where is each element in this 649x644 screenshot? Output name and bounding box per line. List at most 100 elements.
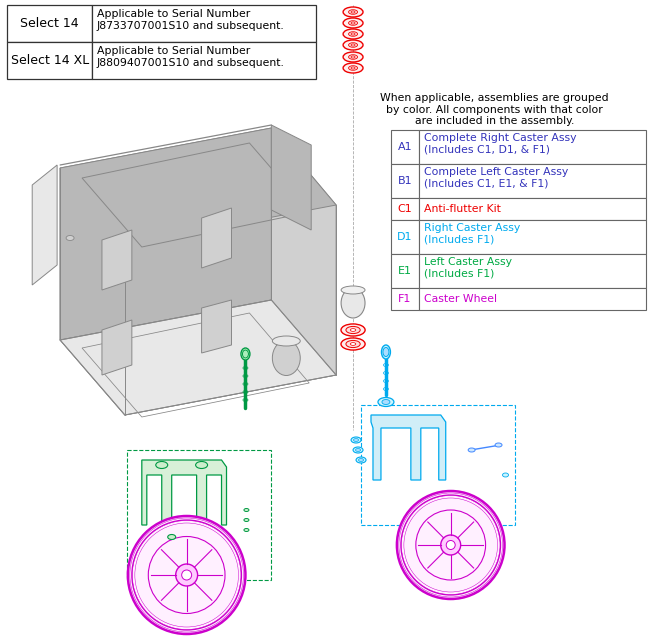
Ellipse shape [495,443,502,447]
Bar [7,42,92,79]
Bar [391,254,419,288]
Ellipse shape [273,336,300,346]
Polygon shape [202,208,232,268]
Text: Applicable to Serial Number
J8809407001S10 and subsequent.: Applicable to Serial Number J8809407001S… [97,46,285,68]
Ellipse shape [350,343,356,345]
Polygon shape [60,300,336,415]
Bar [419,130,646,164]
Polygon shape [142,460,227,525]
Bar [419,254,646,288]
Ellipse shape [358,459,363,462]
Ellipse shape [244,529,249,531]
Ellipse shape [195,462,208,468]
Text: Select 14 XL: Select 14 XL [10,54,89,67]
Ellipse shape [378,397,394,406]
Ellipse shape [351,11,355,13]
Ellipse shape [273,341,300,375]
Ellipse shape [66,236,74,240]
Ellipse shape [382,399,390,404]
Bar [7,5,92,42]
Ellipse shape [346,327,360,334]
Ellipse shape [128,516,245,634]
Ellipse shape [241,348,250,360]
Ellipse shape [341,338,365,350]
Bar [391,130,419,164]
Bar [391,164,419,198]
Polygon shape [125,205,336,415]
Ellipse shape [343,40,363,50]
Ellipse shape [343,7,363,17]
Ellipse shape [341,288,365,318]
Ellipse shape [382,345,391,359]
Bar [127,450,271,580]
Ellipse shape [351,44,355,46]
Polygon shape [271,125,312,230]
Ellipse shape [351,22,355,24]
Ellipse shape [354,439,358,442]
Ellipse shape [244,518,249,522]
Ellipse shape [349,32,358,36]
Polygon shape [202,300,232,353]
Text: C1: C1 [397,204,412,214]
Bar [419,220,646,254]
Text: Complete Right Caster Assy
(Includes C1, D1, & F1): Complete Right Caster Assy (Includes C1,… [424,133,576,155]
Ellipse shape [353,447,363,453]
Polygon shape [60,168,125,415]
Text: D1: D1 [397,232,413,242]
Ellipse shape [341,324,365,336]
Ellipse shape [176,564,197,586]
Ellipse shape [356,448,361,451]
Bar [391,220,419,254]
Ellipse shape [343,18,363,28]
Ellipse shape [468,448,475,452]
Ellipse shape [182,570,191,580]
Ellipse shape [243,350,249,358]
Ellipse shape [349,21,358,25]
Ellipse shape [441,535,461,555]
Ellipse shape [351,437,361,443]
Text: Complete Left Caster Assy
(Includes C1, E1, & F1): Complete Left Caster Assy (Includes C1, … [424,167,568,189]
Ellipse shape [343,63,363,73]
Text: Left Caster Assy
(Includes F1): Left Caster Assy (Includes F1) [424,257,512,279]
Ellipse shape [356,457,366,463]
Polygon shape [102,230,132,290]
Ellipse shape [351,56,355,58]
Polygon shape [102,320,132,375]
Polygon shape [60,128,336,245]
Ellipse shape [397,491,504,599]
Text: E1: E1 [398,266,412,276]
Polygon shape [271,128,336,375]
Bar [391,288,419,310]
Ellipse shape [351,33,355,35]
Ellipse shape [349,43,358,47]
Text: Caster Wheel: Caster Wheel [424,294,496,304]
Text: F1: F1 [398,294,411,304]
Ellipse shape [350,328,356,332]
Text: When applicable, assemblies are grouped
by color. All components with that color: When applicable, assemblies are grouped … [380,93,609,126]
Bar [419,164,646,198]
Ellipse shape [343,52,363,62]
Bar [92,42,316,79]
Bar [419,288,646,310]
Ellipse shape [341,286,365,294]
Text: Applicable to Serial Number
J8733707001S10 and subsequent.: Applicable to Serial Number J8733707001S… [97,9,285,31]
Polygon shape [60,128,271,340]
Bar [419,198,646,220]
Ellipse shape [244,509,249,511]
Ellipse shape [156,462,167,468]
Bar [92,5,316,42]
Bar [361,405,515,525]
Polygon shape [371,415,446,480]
Ellipse shape [502,473,509,477]
Text: B1: B1 [398,176,412,186]
Text: Select 14: Select 14 [20,17,79,30]
Ellipse shape [351,67,355,69]
Ellipse shape [167,535,176,540]
Polygon shape [32,165,57,285]
Text: A1: A1 [398,142,412,152]
Ellipse shape [346,341,360,348]
Ellipse shape [349,10,358,14]
Bar [391,198,419,220]
Ellipse shape [349,66,358,70]
Ellipse shape [447,540,455,549]
